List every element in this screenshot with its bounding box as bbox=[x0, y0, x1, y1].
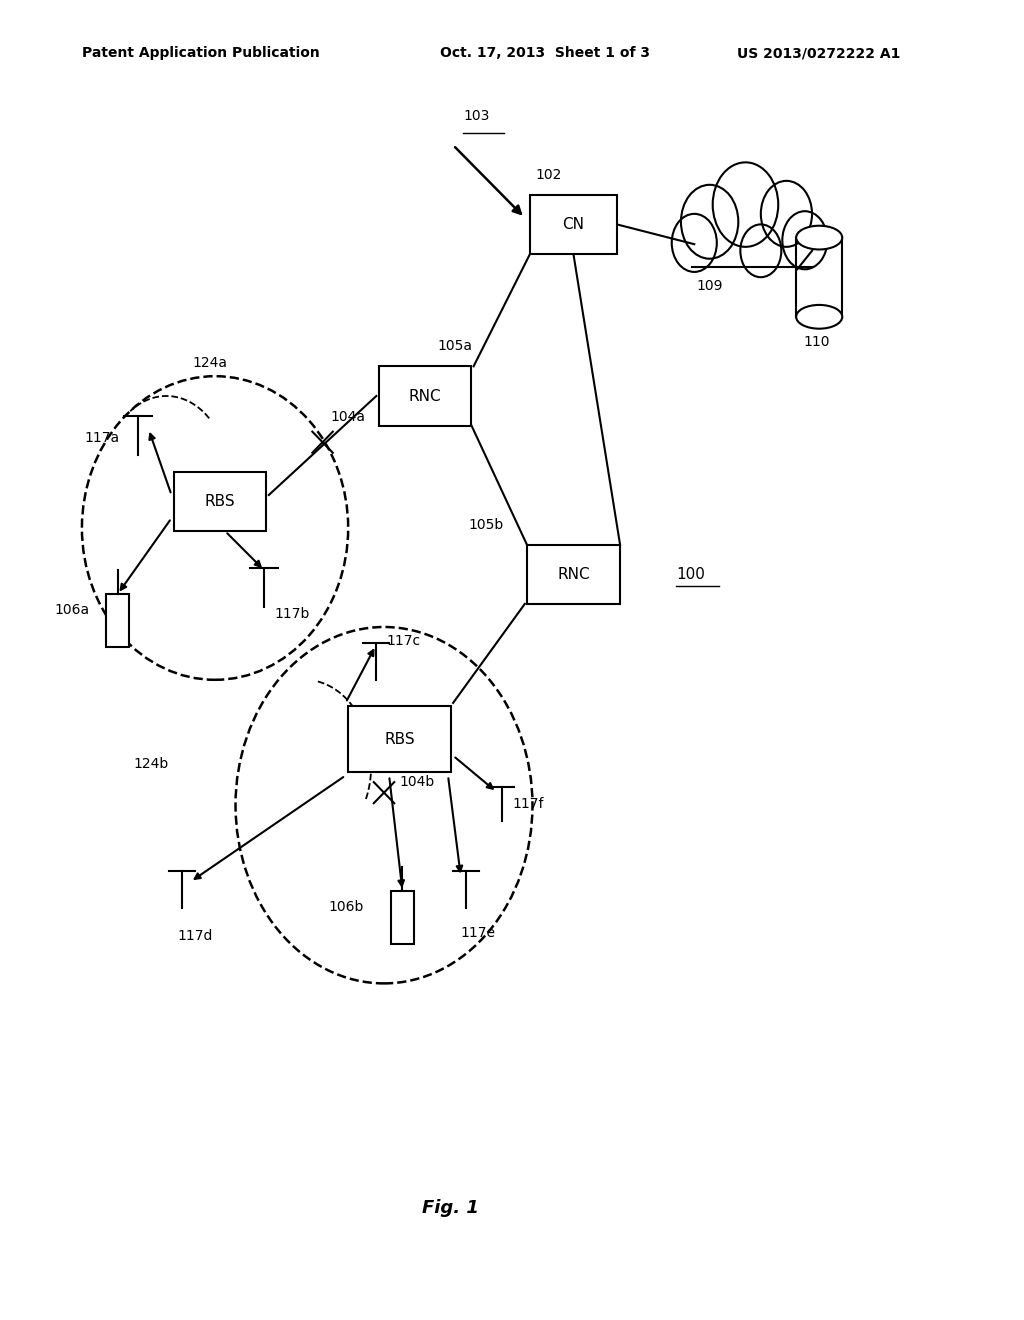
Text: 110: 110 bbox=[804, 335, 830, 348]
Circle shape bbox=[761, 181, 812, 247]
Text: 105b: 105b bbox=[469, 517, 504, 532]
Text: 104a: 104a bbox=[331, 411, 366, 424]
Text: 124a: 124a bbox=[193, 356, 227, 370]
FancyBboxPatch shape bbox=[797, 238, 843, 317]
FancyBboxPatch shape bbox=[348, 706, 451, 772]
Text: 106a: 106a bbox=[54, 603, 89, 616]
FancyBboxPatch shape bbox=[527, 544, 620, 605]
Text: RNC: RNC bbox=[557, 566, 590, 582]
Text: 117d: 117d bbox=[177, 929, 213, 942]
Text: 100: 100 bbox=[676, 566, 705, 582]
Text: 117a: 117a bbox=[84, 432, 119, 445]
Text: 117b: 117b bbox=[274, 607, 310, 620]
Bar bbox=[391, 891, 414, 944]
Bar bbox=[106, 594, 129, 647]
Text: US 2013/0272222 A1: US 2013/0272222 A1 bbox=[737, 46, 901, 61]
Text: Oct. 17, 2013  Sheet 1 of 3: Oct. 17, 2013 Sheet 1 of 3 bbox=[440, 46, 650, 61]
Text: 109: 109 bbox=[696, 280, 723, 293]
Text: Fig. 1: Fig. 1 bbox=[422, 1199, 479, 1217]
Circle shape bbox=[672, 214, 717, 272]
FancyBboxPatch shape bbox=[379, 366, 471, 425]
Circle shape bbox=[713, 162, 778, 247]
Text: 106b: 106b bbox=[329, 900, 365, 913]
Ellipse shape bbox=[797, 305, 842, 329]
Text: 124b: 124b bbox=[133, 758, 168, 771]
Text: RNC: RNC bbox=[409, 388, 441, 404]
Ellipse shape bbox=[797, 226, 842, 249]
Text: 105a: 105a bbox=[438, 339, 473, 354]
Text: 117f: 117f bbox=[512, 797, 544, 810]
Text: 117c: 117c bbox=[386, 635, 420, 648]
Text: RBS: RBS bbox=[205, 494, 236, 510]
Circle shape bbox=[782, 211, 827, 269]
Text: 103: 103 bbox=[464, 108, 489, 123]
Circle shape bbox=[681, 185, 738, 259]
Text: 117e: 117e bbox=[461, 927, 496, 940]
Text: 104b: 104b bbox=[399, 775, 434, 789]
FancyBboxPatch shape bbox=[174, 471, 266, 531]
Circle shape bbox=[740, 224, 781, 277]
Text: 102: 102 bbox=[536, 168, 561, 182]
Text: Patent Application Publication: Patent Application Publication bbox=[82, 46, 319, 61]
Text: CN: CN bbox=[562, 216, 585, 232]
FancyBboxPatch shape bbox=[530, 195, 616, 253]
Text: RBS: RBS bbox=[384, 731, 415, 747]
